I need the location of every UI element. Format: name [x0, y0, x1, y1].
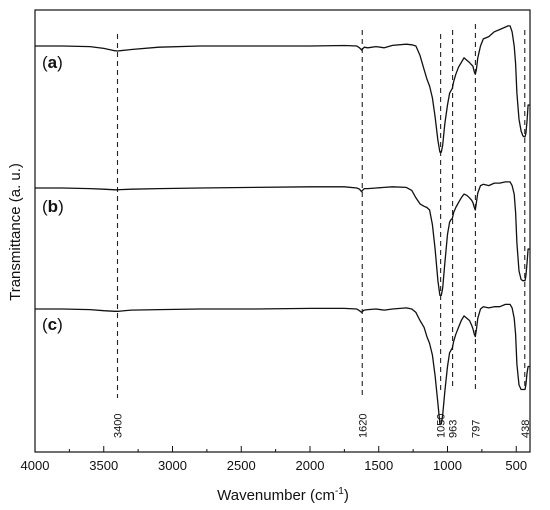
- peak-label-797: 797: [470, 420, 482, 438]
- series-label-a: (a): [42, 53, 63, 72]
- x-tick-label: 1500: [364, 458, 393, 473]
- peak-marker-lines: 3400 1620 1050 963 797 438: [113, 24, 532, 438]
- x-tick-label: 1000: [433, 458, 462, 473]
- series-label-c: (c): [42, 315, 63, 334]
- spectra-layer: (a) (b) (c): [35, 25, 530, 425]
- spectrum-a: [35, 25, 530, 153]
- y-axis-title: Transmittance (a. u.): [7, 163, 24, 301]
- peak-label-1620: 1620: [357, 414, 369, 438]
- peak-label-1050: 1050: [436, 414, 448, 438]
- peak-label-963: 963: [448, 420, 460, 438]
- x-tick-label: 2000: [296, 458, 325, 473]
- x-axis-title: Wavenumber (cm-1): [217, 486, 349, 504]
- peak-label-3400: 3400: [113, 414, 125, 438]
- peak-label-438: 438: [520, 420, 532, 438]
- x-axis-ticks: 4000 3500 3000 2500 2000 1500 1000 500: [21, 446, 527, 473]
- x-tick-label: 3000: [158, 458, 187, 473]
- x-tick-label: 2500: [227, 458, 256, 473]
- x-tick-label: 4000: [21, 458, 50, 473]
- x-tick-label: 500: [505, 458, 527, 473]
- series-label-b: (b): [42, 197, 64, 216]
- plot-frame: [34, 9, 531, 453]
- spectrum-b: [35, 181, 530, 297]
- spectrum-c: [35, 303, 530, 425]
- x-tick-label: 3500: [89, 458, 118, 473]
